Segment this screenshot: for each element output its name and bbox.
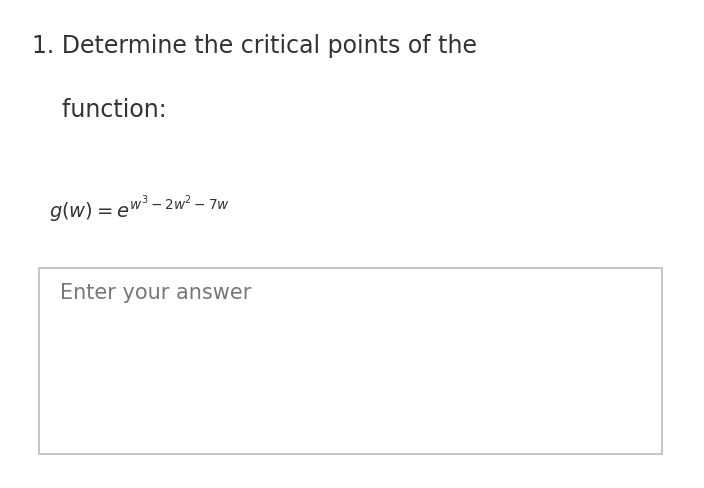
FancyBboxPatch shape [39,268,662,454]
Text: 1. Determine the critical points of the: 1. Determine the critical points of the [32,34,477,58]
Text: Enter your answer: Enter your answer [60,283,251,303]
Text: function:: function: [32,98,166,122]
Text: $g(w) = e^{w^3-2w^2-7w}$: $g(w) = e^{w^3-2w^2-7w}$ [49,195,230,225]
